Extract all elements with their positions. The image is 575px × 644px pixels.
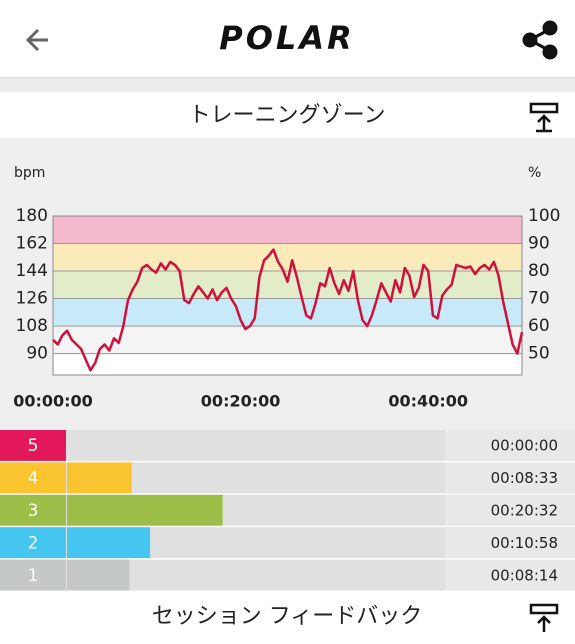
zone-cell <box>0 462 66 494</box>
zone-band <box>53 298 522 327</box>
zone-time: 00:10:58 <box>491 534 558 552</box>
zone-cell <box>0 527 66 559</box>
zone-label: 3 <box>28 501 39 521</box>
export-icon[interactable] <box>529 102 559 133</box>
zone-cell <box>0 559 66 591</box>
zone-bar <box>67 462 132 494</box>
back-button[interactable] <box>25 28 48 52</box>
zone-time: 00:00:00 <box>491 437 558 455</box>
time-cell <box>445 494 575 526</box>
export-icon[interactable] <box>529 603 559 632</box>
zone-label: 2 <box>28 533 39 553</box>
hr-line <box>52 248 524 372</box>
share-button[interactable] <box>522 20 558 60</box>
y-tick-label: 108 <box>16 316 48 336</box>
y-tick-label: 126 <box>16 289 48 309</box>
zone-label: 5 <box>28 436 39 456</box>
y-tick-label: 180 <box>16 206 48 226</box>
y2-tick-label: 70 <box>528 289 550 309</box>
y2-axis-label: % <box>528 165 541 181</box>
time-cell <box>445 559 575 591</box>
plot-frame <box>52 215 523 376</box>
zone-label: 1 <box>28 566 39 586</box>
zone-cell <box>0 494 66 526</box>
x-tick-label: 00:20:00 <box>201 392 281 411</box>
time-cell <box>445 430 575 461</box>
zone-bar <box>67 494 223 526</box>
zone-bar <box>67 527 151 559</box>
y-tick-label: 90 <box>26 344 48 364</box>
zone-time: 00:08:14 <box>491 566 558 584</box>
zone-band <box>53 326 522 354</box>
zone-label: 4 <box>28 469 39 489</box>
footer <box>0 592 575 640</box>
logo: POLAR <box>219 19 354 57</box>
y-axis-label: bpm <box>14 165 45 181</box>
y2-tick-label: 90 <box>528 234 550 254</box>
y2-tick-label: 60 <box>528 316 550 336</box>
footer-title[interactable]: セッション フィードバック <box>152 604 423 629</box>
zone-time: 00:20:32 <box>491 502 558 520</box>
section-title: トレーニングゾーン <box>188 103 385 128</box>
zone-bar <box>67 559 130 591</box>
time-cell <box>445 462 575 494</box>
x-tick-label: 00:00:00 <box>13 392 93 411</box>
top-bar <box>0 0 575 78</box>
zone-band <box>53 243 522 272</box>
x-tick-label: 00:40:00 <box>388 392 468 411</box>
spacer <box>0 79 575 92</box>
time-cell <box>445 527 575 559</box>
zone-band <box>53 216 522 244</box>
y2-tick-label: 50 <box>528 344 550 364</box>
zone-cell <box>0 430 66 461</box>
zone-time: 00:08:33 <box>491 469 558 487</box>
y-tick-label: 162 <box>16 234 48 254</box>
y2-tick-label: 80 <box>528 261 550 281</box>
section-header <box>0 92 575 138</box>
y2-tick-label: 100 <box>528 206 560 226</box>
y-tick-label: 144 <box>16 261 48 281</box>
